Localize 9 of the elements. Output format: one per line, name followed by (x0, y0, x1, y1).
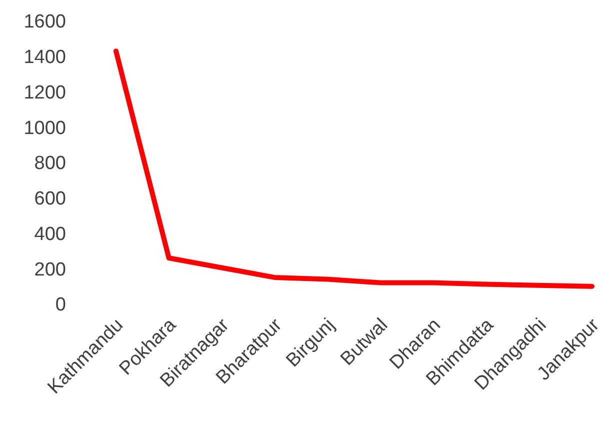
y-tick-label: 800 (34, 153, 66, 174)
y-tick-label: 200 (34, 259, 66, 280)
y-tick-label: 1600 (24, 12, 66, 33)
y-tick-label: 1400 (24, 47, 66, 68)
y-tick-label: 400 (34, 224, 66, 245)
y-tick-label: 600 (34, 188, 66, 210)
y-tick-label: 1000 (24, 118, 66, 139)
y-tick-label: 0 (55, 294, 66, 316)
y-tick-label: 1200 (24, 82, 66, 104)
